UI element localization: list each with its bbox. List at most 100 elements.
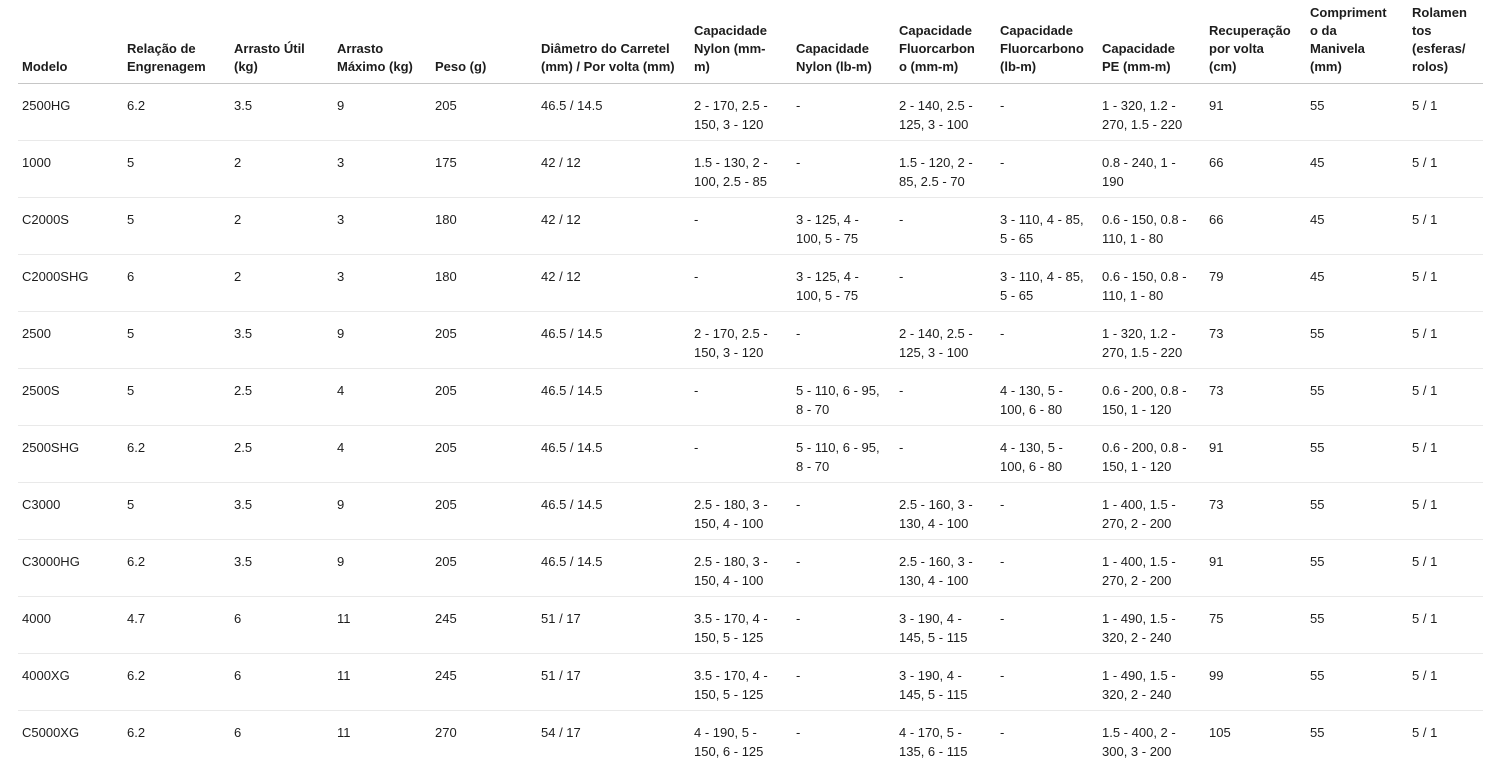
cell-modelo: 1000 [18,141,123,198]
cell-relacao-engrenagem: 6.2 [123,426,230,483]
cell-rolamentos: 5 / 1 [1408,255,1483,312]
cell-capacidade-nylon-mm: 1.5 - 130, 2 - 100, 2.5 - 85 [690,141,792,198]
cell-modelo: 2500SHG [18,426,123,483]
column-header-arrasto-util: Arrasto Útil (kg) [230,0,333,84]
cell-comprimento-manivela: 55 [1306,483,1408,540]
cell-capacidade-nylon-mm: 3.5 - 170, 4 - 150, 5 - 125 [690,597,792,654]
cell-modelo: 2500HG [18,84,123,141]
cell-modelo: 2500S [18,369,123,426]
cell-arrasto-maximo: 11 [333,654,431,711]
cell-diametro-carretel: 54 / 17 [537,711,690,767]
cell-capacidade-fluorcarbono-mm: 3 - 190, 4 - 145, 5 - 115 [895,654,996,711]
cell-capacidade-nylon-lb: 5 - 110, 6 - 95, 8 - 70 [792,426,895,483]
cell-capacidade-fluorcarbono-lb: - [996,654,1098,711]
cell-arrasto-util: 3.5 [230,540,333,597]
cell-comprimento-manivela: 55 [1306,540,1408,597]
cell-capacidade-fluorcarbono-lb: - [996,711,1098,767]
cell-capacidade-nylon-lb: - [792,654,895,711]
cell-comprimento-manivela: 55 [1306,597,1408,654]
cell-diametro-carretel: 46.5 / 14.5 [537,426,690,483]
cell-peso: 205 [431,312,537,369]
cell-comprimento-manivela: 55 [1306,84,1408,141]
cell-modelo: C3000HG [18,540,123,597]
cell-arrasto-maximo: 9 [333,84,431,141]
cell-capacidade-fluorcarbono-lb: 4 - 130, 5 - 100, 6 - 80 [996,369,1098,426]
cell-modelo: C5000XG [18,711,123,767]
cell-peso: 205 [431,540,537,597]
cell-peso: 205 [431,84,537,141]
cell-capacidade-pe: 0.6 - 200, 0.8 - 150, 1 - 120 [1098,426,1205,483]
cell-arrasto-util: 6 [230,654,333,711]
cell-capacidade-fluorcarbono-mm: - [895,369,996,426]
cell-capacidade-pe: 1 - 320, 1.2 - 270, 1.5 - 220 [1098,84,1205,141]
cell-arrasto-maximo: 3 [333,255,431,312]
cell-relacao-engrenagem: 4.7 [123,597,230,654]
cell-peso: 245 [431,654,537,711]
cell-capacidade-fluorcarbono-mm: - [895,426,996,483]
cell-arrasto-util: 2.5 [230,426,333,483]
cell-comprimento-manivela: 55 [1306,654,1408,711]
cell-arrasto-maximo: 4 [333,369,431,426]
cell-rolamentos: 5 / 1 [1408,312,1483,369]
cell-capacidade-fluorcarbono-mm: 4 - 170, 5 - 135, 6 - 115 [895,711,996,767]
cell-diametro-carretel: 42 / 12 [537,198,690,255]
cell-arrasto-util: 2 [230,255,333,312]
cell-capacidade-fluorcarbono-lb: - [996,597,1098,654]
cell-capacidade-nylon-lb: 3 - 125, 4 - 100, 5 - 75 [792,255,895,312]
cell-diametro-carretel: 46.5 / 14.5 [537,84,690,141]
cell-rolamentos: 5 / 1 [1408,711,1483,767]
cell-recuperacao-por-volta: 66 [1205,141,1306,198]
cell-capacidade-nylon-mm: 3.5 - 170, 4 - 150, 5 - 125 [690,654,792,711]
cell-comprimento-manivela: 45 [1306,198,1408,255]
cell-capacidade-fluorcarbono-lb: - [996,540,1098,597]
cell-capacidade-pe: 1 - 490, 1.5 - 320, 2 - 240 [1098,597,1205,654]
cell-arrasto-maximo: 11 [333,597,431,654]
cell-recuperacao-por-volta: 73 [1205,483,1306,540]
cell-arrasto-util: 2 [230,141,333,198]
cell-comprimento-manivela: 55 [1306,711,1408,767]
cell-diametro-carretel: 46.5 / 14.5 [537,540,690,597]
cell-comprimento-manivela: 45 [1306,141,1408,198]
column-header-capacidade-nylon-lb: Capacidade Nylon (lb-m) [792,0,895,84]
cell-rolamentos: 5 / 1 [1408,540,1483,597]
cell-capacidade-pe: 0.8 - 240, 1 - 190 [1098,141,1205,198]
cell-relacao-engrenagem: 6 [123,255,230,312]
cell-capacidade-nylon-mm: 2.5 - 180, 3 - 150, 4 - 100 [690,540,792,597]
cell-peso: 205 [431,369,537,426]
cell-capacidade-nylon-mm: 2.5 - 180, 3 - 150, 4 - 100 [690,483,792,540]
cell-capacidade-pe: 0.6 - 150, 0.8 - 110, 1 - 80 [1098,255,1205,312]
cell-capacidade-nylon-lb: - [792,141,895,198]
cell-capacidade-nylon-lb: - [792,711,895,767]
cell-modelo: C2000S [18,198,123,255]
cell-peso: 245 [431,597,537,654]
cell-recuperacao-por-volta: 73 [1205,312,1306,369]
cell-capacidade-pe: 0.6 - 200, 0.8 - 150, 1 - 120 [1098,369,1205,426]
cell-capacidade-fluorcarbono-mm: 3 - 190, 4 - 145, 5 - 115 [895,597,996,654]
cell-rolamentos: 5 / 1 [1408,369,1483,426]
cell-recuperacao-por-volta: 91 [1205,426,1306,483]
cell-peso: 180 [431,198,537,255]
cell-modelo: C3000 [18,483,123,540]
cell-arrasto-util: 3.5 [230,84,333,141]
cell-capacidade-fluorcarbono-lb: 3 - 110, 4 - 85, 5 - 65 [996,255,1098,312]
cell-relacao-engrenagem: 5 [123,198,230,255]
cell-capacidade-nylon-lb: 5 - 110, 6 - 95, 8 - 70 [792,369,895,426]
cell-arrasto-maximo: 9 [333,312,431,369]
cell-comprimento-manivela: 55 [1306,426,1408,483]
cell-recuperacao-por-volta: 91 [1205,84,1306,141]
column-header-capacidade-fluorcarbono-mm: Capacidade Fluorcarbono (mm-m) [895,0,996,84]
cell-comprimento-manivela: 55 [1306,312,1408,369]
cell-relacao-engrenagem: 5 [123,369,230,426]
cell-relacao-engrenagem: 6.2 [123,84,230,141]
cell-peso: 175 [431,141,537,198]
cell-rolamentos: 5 / 1 [1408,483,1483,540]
cell-relacao-engrenagem: 6.2 [123,654,230,711]
cell-capacidade-fluorcarbono-lb: - [996,84,1098,141]
